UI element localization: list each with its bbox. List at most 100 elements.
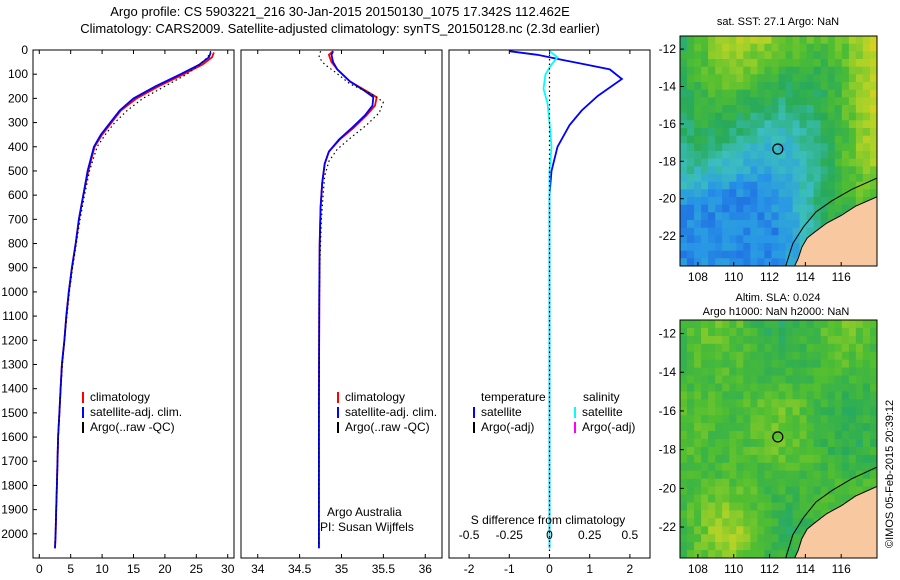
sla_map-cell [834,431,843,440]
sst_map-cell [820,204,829,213]
sla_map-cell [771,502,780,511]
sla_map-cell [855,439,864,448]
temperature-xtick-label: 30 [221,562,235,576]
sst_map-cell [743,166,751,175]
sst_map-cell [806,59,815,68]
sst_map-cell [743,51,751,60]
sst_map-cell [848,112,857,121]
sla_map-cell [870,423,877,432]
sla_map-cell [785,470,794,480]
sst_map-cell [708,66,716,75]
sst_map-cell [778,243,787,252]
sst_map-cell [701,235,709,244]
sst_map-cell [841,82,850,91]
sst_map-cell [785,74,794,83]
sst_map-cell [729,174,737,183]
sst_map-cell [785,212,794,221]
sst_map-cell [813,112,822,121]
sst_map-cell [694,143,702,152]
sst_map-cell [680,227,688,236]
sst_map-cell [701,212,709,221]
sla_map-cell [806,518,815,527]
sla_map-cell [701,486,709,496]
sla_map-cell [799,486,808,496]
sla_map-cell [722,502,730,511]
sst_map-cell [743,43,751,52]
sla_map-cell [841,343,850,353]
sst_map-cell [680,59,688,68]
sla_map-cell [722,494,730,503]
sla_map-cell [750,399,758,408]
sla_map-cell [813,423,822,432]
sst_map-cell [813,158,822,167]
sst_map-cell [736,258,744,266]
depth-tick-label: 1600 [1,430,28,444]
sla_map-cell [722,320,730,329]
sst_map-cell [694,89,702,98]
sst_map-cell [820,135,829,144]
sla_map-cell [820,320,829,329]
sst_map-cell [687,120,695,129]
sla_map-cell [771,367,780,377]
sla_map-cell [841,423,850,432]
sla_map-cell [722,367,730,377]
sst_map-cell [736,189,744,198]
sla_map-cell [701,502,709,511]
sst_map-cell [862,120,871,129]
sla_map-cell [687,534,695,543]
sst_map-cell [729,43,737,52]
sla_map-cell [778,415,787,424]
sla_map-cell [813,470,822,480]
sst_map-cell [771,43,780,52]
sla_map-cell [806,407,815,416]
sst_map-cell [827,128,836,137]
sst_map-cell [841,51,850,60]
sst_map-cell [687,105,695,114]
sst_map-cell [687,227,695,236]
sst_map-cell [687,220,695,229]
sla_map-cell [764,335,772,345]
sla_map-cell [729,383,737,392]
sla_map-cell [701,343,709,353]
sla_map-cell [870,462,877,472]
sla_map-cell [862,407,871,416]
sla_map-cell [778,494,787,503]
sla_map-cell [799,351,808,361]
sla_map-cell [743,320,751,329]
sst_map-cell [757,105,765,114]
sst_map-cell [701,227,709,236]
sst_map-cell [715,112,723,121]
sla_map-cell [792,367,801,377]
sst_map-cell [834,120,843,129]
sst_map-cell [834,43,843,52]
sla_map-cell [855,431,864,440]
sst_map-cell [792,36,801,45]
sst_map-cell [792,74,801,83]
sst_map-cell [687,189,695,198]
sla_map-cell [806,446,815,456]
sst_map-cell [687,82,695,91]
sla_map-cell [687,494,695,503]
salinity-legend-label: satellite-adj. clim. [345,405,437,419]
sla_map-cell [848,439,857,448]
sst_map-cell [722,59,730,68]
sla_map-cell [694,327,702,337]
sla_map-cell [771,454,780,464]
sla_map-cell [708,534,716,543]
sst_map-cell [792,250,801,259]
sla_map-cell [862,462,871,472]
sst_map-cell [806,135,815,144]
sla_map-cell [757,407,765,416]
sst_map-cell [778,258,787,266]
sla_map-cell [729,534,737,543]
sst_map-cell [870,105,877,114]
sla_map-cell [834,454,843,464]
sst_map-cell [708,189,716,198]
sla_map-cell [799,431,808,440]
sla_map-cell [785,518,794,527]
sst_map-cell [708,51,716,60]
sst_map-cell [701,97,709,106]
sst_map-cell [729,82,737,91]
sst_map-cell [834,97,843,106]
sla_map-cell [708,510,716,519]
